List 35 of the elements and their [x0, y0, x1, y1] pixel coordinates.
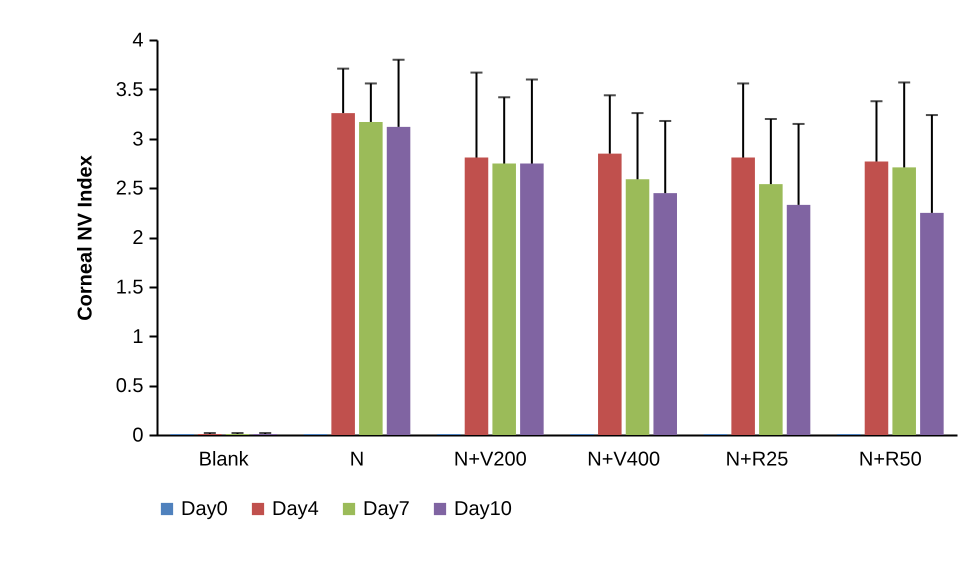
bar — [331, 113, 355, 435]
y-tick-label: 3.5 — [116, 78, 144, 101]
bar — [864, 161, 888, 435]
y-tick-label: 3 — [132, 128, 144, 150]
bar — [359, 122, 383, 435]
legend-label: Day10 — [454, 498, 512, 520]
y-tick-label: 4 — [132, 30, 144, 52]
legend-label: Day4 — [272, 498, 319, 520]
x-tick-label: N+R50 — [858, 448, 922, 470]
bar — [653, 193, 677, 435]
x-tick-label: Blank — [198, 448, 250, 470]
legend-label: Day0 — [181, 498, 228, 520]
legend-label: Day7 — [363, 498, 410, 520]
bar — [492, 163, 516, 435]
bar — [464, 158, 488, 435]
y-tick-label: 0 — [132, 424, 144, 446]
y-tick-label: 1 — [132, 326, 144, 348]
bar — [520, 163, 544, 435]
y-axis-title: Corneal NV Index — [74, 155, 97, 321]
bar — [626, 179, 650, 435]
bar — [731, 158, 755, 435]
x-tick-label: N — [350, 448, 364, 470]
bar — [386, 126, 410, 435]
y-tick-label: 0.5 — [116, 375, 144, 398]
bar — [786, 204, 810, 435]
x-tick-label: N+V200 — [454, 448, 527, 470]
bar — [598, 154, 622, 435]
y-tick-label: 1.5 — [116, 276, 144, 298]
x-tick-label: N+R25 — [726, 448, 788, 470]
y-tick-label: 2 — [132, 227, 144, 249]
x-tick-label: N+V400 — [587, 448, 660, 470]
bar — [759, 184, 783, 435]
bar — [920, 212, 944, 435]
y-tick-label: 2.5 — [116, 178, 144, 200]
bar — [892, 167, 916, 435]
